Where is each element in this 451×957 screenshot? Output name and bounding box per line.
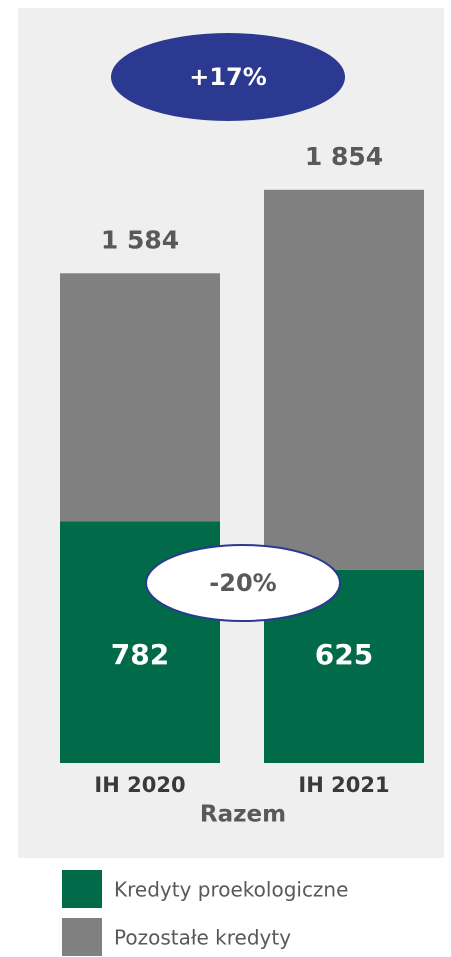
total-label: 1 854 [305, 142, 383, 171]
x-tick-label: IH 2020 [94, 773, 185, 797]
x-tick-label: IH 2021 [298, 773, 389, 797]
annotation: -20% [209, 569, 276, 597]
value-label: 625 [315, 638, 373, 671]
legend-label: Pozostałe kredyty [114, 926, 291, 950]
annotation: +17% [189, 63, 267, 91]
legend-label: Kredyty proekologiczne [114, 878, 348, 902]
x-axis-label: Razem [200, 802, 286, 828]
legend-swatch [62, 918, 102, 956]
growth-badge [111, 33, 345, 121]
bar-segment [60, 273, 220, 522]
value-label: 782 [111, 638, 169, 671]
total-label: 1 584 [101, 225, 179, 254]
bar-segment [264, 189, 424, 570]
change-badge [145, 544, 341, 622]
legend-swatch [62, 870, 102, 908]
